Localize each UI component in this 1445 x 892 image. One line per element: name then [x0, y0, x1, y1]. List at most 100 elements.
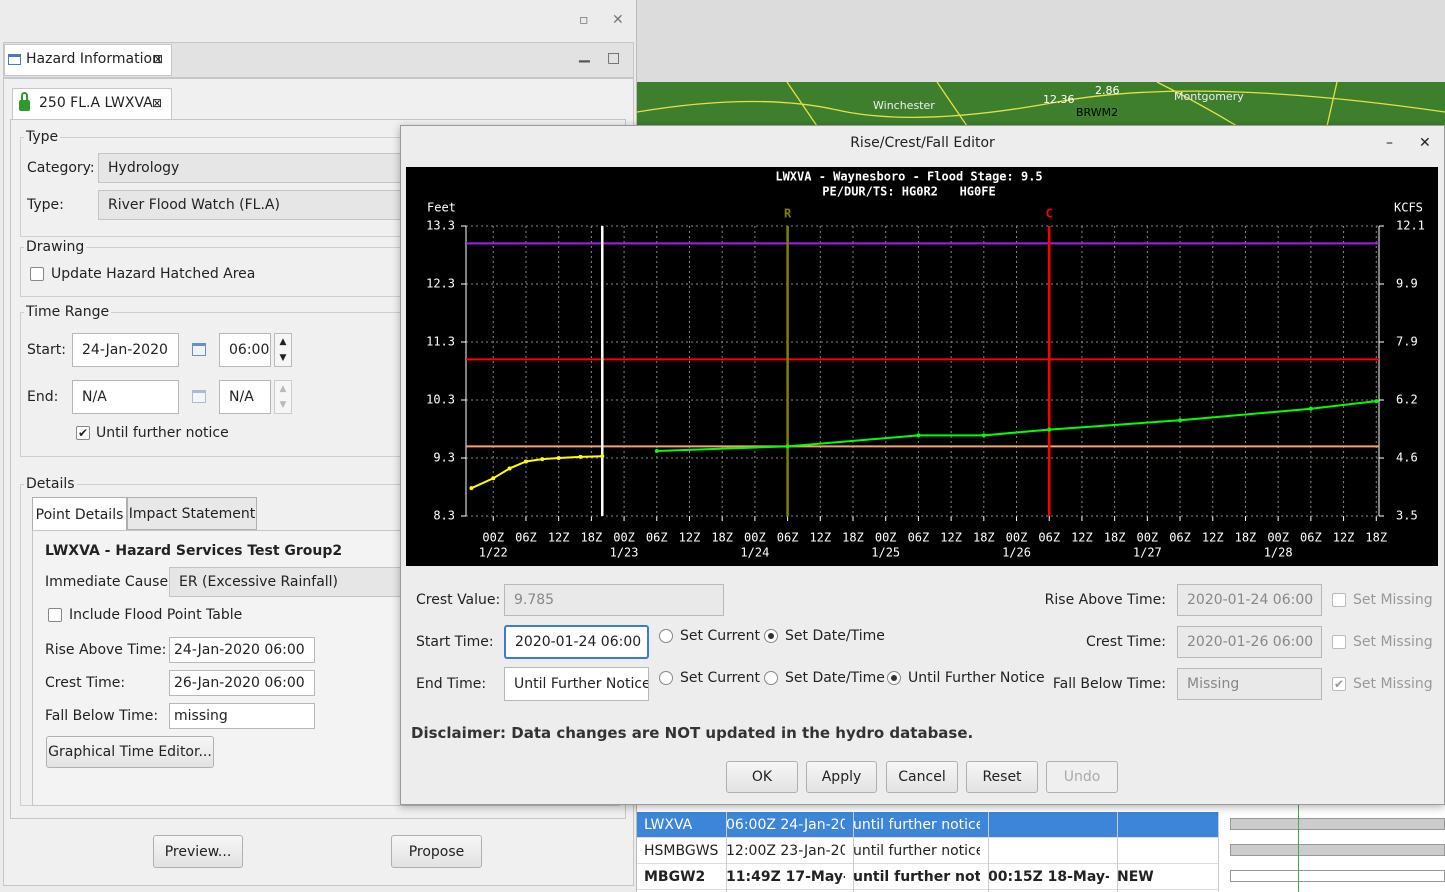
x-tick-label: 12Z: [1071, 531, 1093, 545]
view-tab[interactable]: [4, 44, 172, 76]
spinner[interactable]: ▲ ▼: [274, 333, 292, 367]
table-cell: until further notice: [853, 869, 980, 885]
map[interactable]: [637, 82, 1445, 126]
x-tick-label: 18Z: [711, 531, 733, 545]
radio[interactable]: [659, 671, 673, 685]
column-divider: [988, 812, 989, 892]
label: Immediate Cause:: [45, 574, 173, 590]
timeline-bar: [1230, 818, 1445, 830]
series-point: [540, 457, 545, 462]
radio[interactable]: [887, 671, 901, 685]
end-time-field[interactable]: N/A: [219, 380, 271, 414]
disclaimer: Disclaimer: Data changes are NOT updated…: [411, 724, 974, 742]
column-divider: [726, 812, 727, 892]
group-legend: Drawing: [24, 238, 87, 256]
x-tick-label: 12Z: [940, 531, 962, 545]
details-tab[interactable]: Point Details: [32, 497, 127, 531]
y-axis-label: Feet: [427, 201, 456, 215]
series-point: [785, 444, 790, 449]
checkbox: [1332, 593, 1346, 607]
label: Set Date/Time: [785, 670, 885, 686]
x-date-label: 1/27: [1133, 546, 1162, 560]
x-tick-label: 12Z: [679, 531, 701, 545]
radio[interactable]: [764, 671, 778, 685]
crest-field[interactable]: 26-Jan-2020 06:00: [169, 670, 315, 696]
x-tick-label: 00Z: [1136, 531, 1158, 545]
rise-field[interactable]: 24-Jan-2020 06:00: [169, 637, 315, 663]
timeline-bar: [1230, 870, 1445, 882]
x-tick-label: 06Z: [646, 531, 668, 545]
lock-icon: [19, 100, 30, 111]
x-date-label: 1/28: [1264, 546, 1293, 560]
calendar-icon[interactable]: [192, 343, 206, 356]
crest-value-field: 9.785: [504, 584, 724, 616]
minimize-icon[interactable]: ▁: [579, 47, 590, 63]
end-date-field[interactable]: N/A: [72, 380, 179, 414]
label: Crest Value:: [416, 592, 501, 608]
button[interactable]: Propose: [391, 835, 482, 868]
close-icon[interactable]: ✕: [1419, 135, 1431, 151]
series-line: [471, 455, 603, 490]
calendar-icon: [192, 390, 206, 403]
series-point: [1374, 399, 1379, 404]
label: Set Missing: [1353, 676, 1433, 692]
label: End Time:: [416, 676, 487, 692]
restore-icon[interactable]: ▫: [579, 12, 589, 28]
table-cell: HSMBGWS: [644, 843, 718, 859]
dialog-title: Rise/Crest/Fall Editor: [850, 135, 995, 151]
label: Fall Below Time:: [1052, 676, 1166, 692]
label: Crest Time:: [1085, 634, 1166, 650]
label: Update Hazard Hatched Area: [51, 266, 256, 282]
table-row[interactable]: [637, 864, 1218, 890]
cause-combo[interactable]: ER (Excessive Rainfall): [169, 567, 409, 597]
radio[interactable]: [659, 629, 673, 643]
x-tick-label: 06Z: [908, 531, 930, 545]
series-point: [654, 449, 659, 454]
button[interactable]: Graphical Time Editor...: [46, 736, 214, 768]
table-row[interactable]: [637, 812, 1218, 838]
series-point: [981, 433, 986, 438]
time-marker-label: C: [1046, 207, 1053, 221]
maximize-icon[interactable]: □: [607, 50, 621, 66]
label: Until Further Notice: [908, 670, 1045, 686]
button[interactable]: Reset: [966, 761, 1038, 793]
checkbox[interactable]: [30, 267, 44, 281]
button[interactable]: Preview...: [153, 835, 243, 868]
y2-tick-label: 4.6: [1396, 451, 1418, 465]
radio[interactable]: [764, 629, 778, 643]
label: Set Missing: [1353, 592, 1433, 608]
end-time-field[interactable]: Until Further Notice: [504, 667, 649, 701]
label: Until further notice: [96, 425, 229, 441]
minimize-icon[interactable]: –: [1386, 135, 1393, 151]
column-divider: [853, 812, 854, 892]
button[interactable]: OK: [726, 761, 798, 793]
checkbox[interactable]: [48, 608, 62, 622]
label: Rise Above Time:: [45, 642, 167, 658]
spinner: ▲ ▼: [274, 380, 292, 414]
y-tick-label: 13.3: [426, 219, 455, 233]
time-marker-label: R: [784, 207, 792, 221]
table-row[interactable]: [637, 838, 1218, 864]
button[interactable]: Apply: [806, 761, 877, 793]
button[interactable]: Cancel: [886, 761, 958, 793]
timeline-now: [1298, 805, 1299, 892]
tab-close[interactable]: ⊠: [153, 52, 164, 66]
table-cell: 11:49Z 17-May-18: [726, 869, 845, 885]
details-tab[interactable]: Impact Statement: [127, 497, 257, 530]
hazard-tab[interactable]: [12, 88, 172, 120]
close-icon[interactable]: ✕: [612, 12, 624, 28]
x-date-label: 1/26: [1002, 546, 1031, 560]
series-point: [507, 466, 512, 471]
button: Undo: [1046, 761, 1118, 793]
start-time-field[interactable]: 2020-01-24 06:00: [504, 625, 649, 659]
start-time-field[interactable]: 06:00: [219, 333, 271, 367]
tab-close[interactable]: ⊠: [152, 96, 163, 110]
group-legend: Time Range: [24, 303, 112, 321]
table-cell: NEW: [1117, 869, 1154, 885]
start-date-field[interactable]: 24-Jan-2020: [72, 333, 179, 367]
checkbox[interactable]: ✔: [76, 426, 90, 440]
fall-field[interactable]: missing: [169, 703, 315, 729]
series-point: [469, 486, 474, 491]
